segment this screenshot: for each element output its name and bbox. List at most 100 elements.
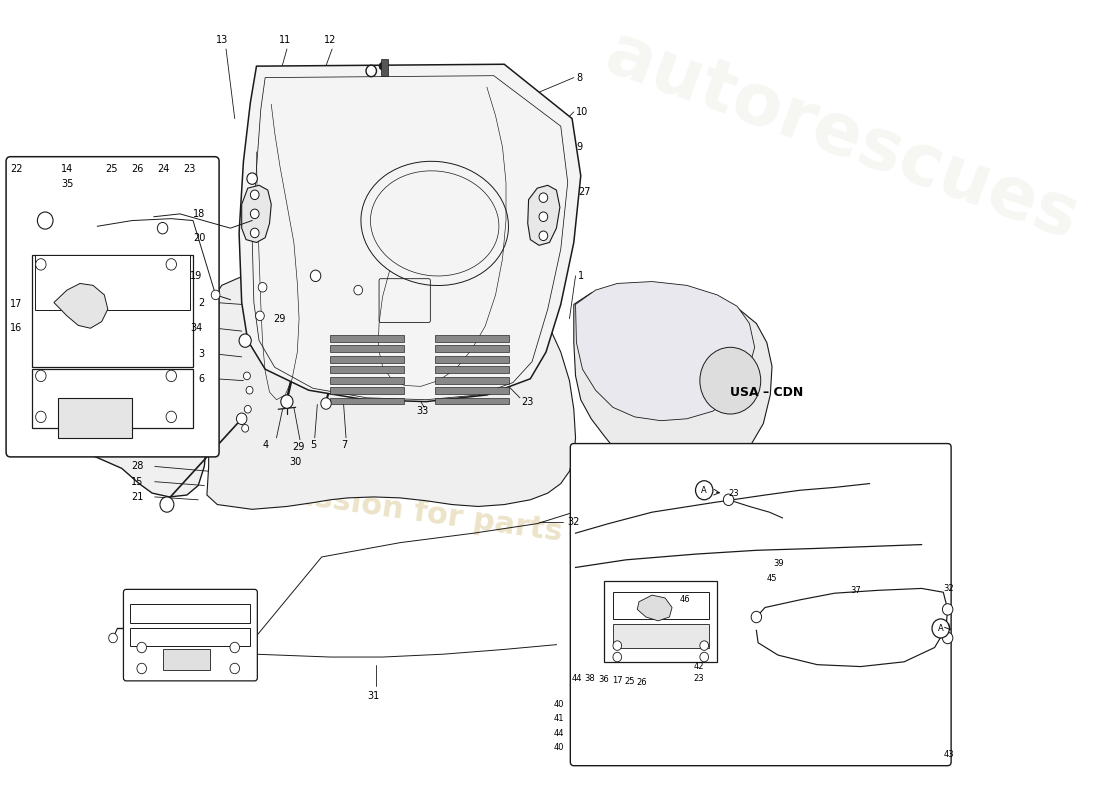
Text: 13: 13 [216, 35, 228, 45]
Circle shape [613, 652, 621, 662]
Text: 5: 5 [310, 441, 316, 450]
Text: A: A [938, 624, 944, 633]
Text: A: A [702, 486, 707, 494]
Circle shape [251, 228, 260, 238]
Circle shape [166, 411, 176, 422]
Circle shape [354, 286, 363, 295]
Bar [131, 604, 251, 622]
Text: 43: 43 [944, 750, 954, 758]
Text: 10: 10 [576, 107, 588, 117]
Text: 25: 25 [624, 678, 635, 686]
Text: 27: 27 [579, 187, 591, 197]
Text: 24: 24 [157, 164, 169, 174]
Circle shape [258, 282, 267, 292]
Bar [434, 366, 508, 373]
Text: 25: 25 [104, 164, 118, 174]
Text: 7: 7 [341, 441, 348, 450]
Bar [613, 624, 708, 647]
Bar [434, 346, 508, 352]
Text: 35: 35 [60, 179, 74, 190]
Circle shape [236, 413, 246, 425]
Text: 6: 6 [198, 374, 205, 384]
Circle shape [246, 386, 253, 394]
Circle shape [35, 258, 46, 270]
Text: 45: 45 [767, 574, 778, 583]
Text: 38: 38 [584, 674, 595, 683]
Polygon shape [528, 186, 560, 246]
Text: 19: 19 [189, 271, 201, 281]
Text: 29: 29 [273, 314, 285, 324]
Text: 23: 23 [184, 164, 196, 174]
Text: 44: 44 [572, 674, 583, 682]
Circle shape [166, 370, 176, 382]
Text: 32: 32 [566, 517, 580, 526]
Circle shape [230, 642, 240, 653]
Text: 22: 22 [10, 164, 23, 174]
Circle shape [109, 634, 118, 642]
Text: 44: 44 [553, 729, 564, 738]
Text: 8: 8 [576, 73, 583, 82]
Text: 14: 14 [60, 164, 73, 174]
Bar [32, 255, 192, 367]
Bar [330, 346, 405, 352]
Circle shape [700, 652, 708, 662]
Text: 34: 34 [190, 323, 202, 334]
Bar [330, 335, 405, 342]
Circle shape [255, 311, 264, 321]
Circle shape [37, 212, 53, 229]
Text: 1: 1 [579, 271, 584, 281]
Circle shape [211, 290, 220, 300]
Text: 30: 30 [289, 457, 301, 466]
Text: 21: 21 [131, 492, 143, 502]
Bar [163, 650, 210, 670]
Polygon shape [575, 282, 755, 421]
Circle shape [310, 270, 321, 282]
Polygon shape [239, 64, 581, 402]
Circle shape [366, 66, 376, 77]
Circle shape [613, 641, 621, 650]
Circle shape [700, 347, 761, 414]
Bar [330, 387, 405, 394]
Text: 16: 16 [10, 323, 23, 334]
Bar [434, 377, 508, 383]
Circle shape [251, 209, 260, 218]
Bar [434, 387, 508, 394]
Text: 40: 40 [553, 743, 564, 752]
Text: autorescues: autorescues [595, 19, 1088, 254]
Bar [330, 356, 405, 362]
Circle shape [35, 370, 46, 382]
Circle shape [230, 663, 240, 674]
Polygon shape [47, 281, 209, 497]
Text: 23: 23 [694, 674, 704, 682]
Text: 31: 31 [367, 691, 380, 702]
Polygon shape [205, 274, 575, 510]
Bar [434, 335, 508, 342]
Circle shape [700, 641, 708, 650]
Text: 17: 17 [612, 676, 623, 686]
Circle shape [539, 212, 548, 222]
Text: 26: 26 [636, 678, 647, 687]
Polygon shape [54, 283, 108, 328]
Circle shape [695, 481, 713, 500]
Bar [330, 398, 405, 405]
Text: 39: 39 [773, 559, 784, 568]
Circle shape [321, 398, 331, 410]
Polygon shape [574, 283, 772, 483]
Bar [330, 366, 405, 373]
Circle shape [379, 62, 386, 70]
Text: 15: 15 [131, 477, 143, 486]
Circle shape [242, 425, 249, 432]
Polygon shape [242, 186, 272, 242]
Text: 18: 18 [192, 209, 206, 219]
FancyBboxPatch shape [7, 157, 219, 457]
Bar [330, 377, 405, 383]
Text: a passion for parts: a passion for parts [240, 474, 564, 547]
Polygon shape [637, 595, 672, 621]
Circle shape [280, 395, 293, 408]
Text: 33: 33 [417, 406, 429, 416]
Circle shape [166, 258, 176, 270]
Circle shape [943, 604, 953, 615]
Text: 36: 36 [597, 675, 608, 685]
Text: 37: 37 [850, 586, 861, 595]
Circle shape [35, 411, 46, 422]
